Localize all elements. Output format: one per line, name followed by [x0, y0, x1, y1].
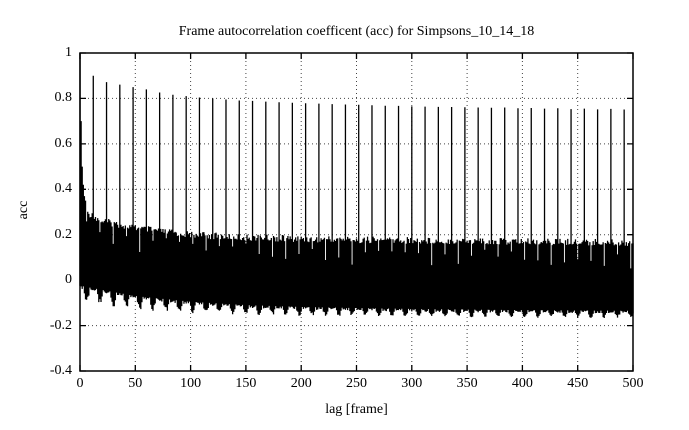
x-tick-label: 500	[622, 376, 644, 391]
grid-lines	[80, 53, 633, 371]
y-tick-label: 0.2	[54, 226, 73, 242]
x-tick-label: 400	[511, 376, 533, 391]
chart-title: Frame autocorrelation coefficent (acc) f…	[178, 24, 535, 39]
y-tick-label: -0.4	[49, 363, 72, 378]
y-tick-label: 0	[65, 272, 72, 288]
x-tick-label: 0	[76, 376, 84, 391]
x-tick-label: 250	[346, 376, 367, 391]
y-tick-label: 1	[65, 45, 72, 60]
y-tick-label: -0.2	[49, 317, 72, 333]
plot-border	[79, 52, 634, 372]
x-tick-label: 100	[180, 376, 202, 391]
x-tick-label: 200	[290, 376, 312, 391]
y-tick-label: 0.6	[54, 135, 73, 151]
x-tick-label: 350	[456, 376, 478, 391]
x-tick-label: 450	[567, 376, 589, 391]
axis-tick-marks	[79, 52, 634, 372]
x-tick-label: 50	[128, 376, 143, 391]
y-tick-label: 0.4	[54, 181, 73, 197]
x-tick-label: 150	[235, 376, 257, 391]
y-tick-label: 0.8	[54, 90, 73, 106]
x-axis-label: lag [frame]	[325, 402, 388, 417]
x-tick-label: 300	[401, 376, 423, 391]
